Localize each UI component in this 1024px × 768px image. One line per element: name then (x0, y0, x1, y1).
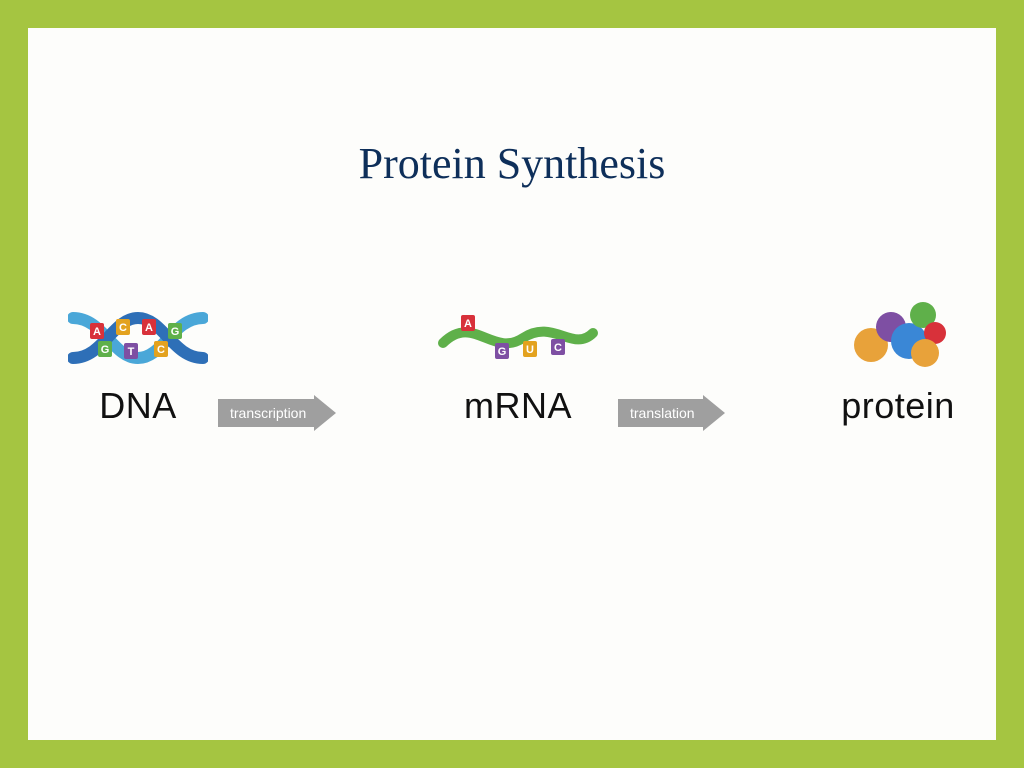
svg-text:G: G (171, 326, 180, 338)
stage-protein-label: protein (808, 385, 988, 427)
svg-text:G: G (498, 346, 507, 358)
stage-mrna-label: mRNA (418, 385, 618, 427)
svg-text:U: U (526, 344, 534, 356)
dna-icon: A C A G G T C (58, 293, 218, 373)
stage-dna: A C A G G T C DNA (58, 293, 218, 427)
svg-text:A: A (93, 326, 101, 338)
svg-text:G: G (101, 344, 110, 356)
svg-text:T: T (128, 346, 135, 358)
svg-text:A: A (464, 318, 472, 330)
arrow-transcription-label: transcription (218, 399, 314, 427)
svg-text:C: C (157, 344, 165, 356)
page-title: Protein Synthesis (28, 138, 996, 189)
slide-surface: Protein Synthesis A C A G (28, 28, 996, 740)
arrow-head-icon (314, 395, 336, 431)
svg-text:A: A (145, 322, 153, 334)
stage-mrna: A G U C mRNA (418, 293, 618, 427)
arrow-translation-label: translation (618, 399, 703, 427)
protein-synthesis-diagram: A C A G G T C DNA (48, 293, 976, 463)
arrow-translation: translation (618, 395, 725, 431)
svg-text:C: C (119, 322, 127, 334)
arrow-head-icon (703, 395, 725, 431)
protein-icon (808, 293, 988, 373)
svg-text:C: C (554, 342, 562, 354)
mrna-icon: A G U C (418, 293, 618, 373)
stage-dna-label: DNA (58, 385, 218, 427)
stage-protein: protein (808, 293, 988, 427)
arrow-transcription: transcription (218, 395, 336, 431)
slide-frame: Protein Synthesis A C A G (0, 0, 1024, 768)
